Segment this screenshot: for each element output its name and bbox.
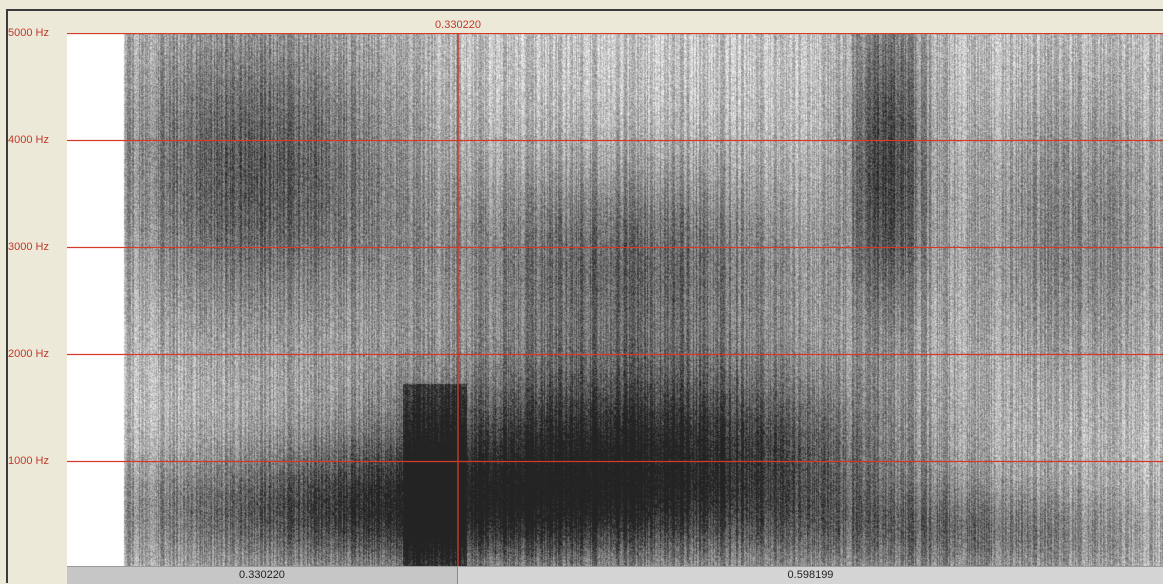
segment-left[interactable]: 0.330220 bbox=[67, 567, 458, 584]
spectrogram-overlay bbox=[67, 33, 1163, 566]
freq-label-3000: 3000 Hz bbox=[8, 241, 49, 253]
spectrogram-plot[interactable] bbox=[67, 33, 1163, 566]
freq-label-4000: 4000 Hz bbox=[8, 134, 49, 146]
freq-label-2000: 2000 Hz bbox=[8, 348, 49, 360]
time-selection-bar: 0.330220 0.598199 bbox=[67, 566, 1163, 584]
spectrogram-image bbox=[67, 33, 1163, 566]
segment-right[interactable]: 0.598199 bbox=[458, 567, 1163, 584]
cursor-time-label: 0.330220 bbox=[435, 19, 481, 31]
window-left-border bbox=[6, 9, 8, 583]
freq-label-1000: 1000 Hz bbox=[8, 455, 49, 467]
freq-label-5000: 5000 Hz bbox=[8, 27, 49, 39]
window-top-border bbox=[6, 9, 1163, 11]
